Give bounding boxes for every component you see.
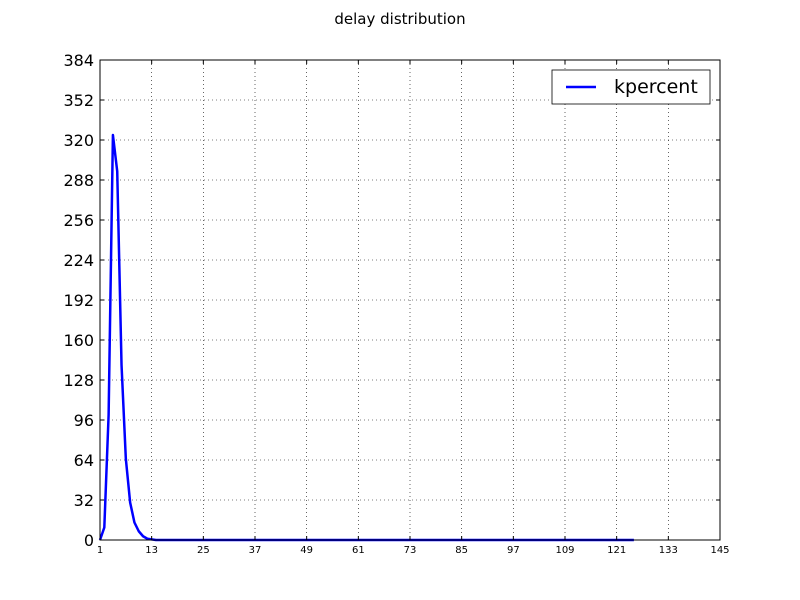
y-tick-label: 192 [63, 291, 94, 310]
y-tick-label: 320 [63, 131, 94, 150]
y-axis: 0 32 64 96 128 160 192 224 256 288 320 352 384 [63, 51, 720, 550]
legend: kpercent [551, 69, 711, 105]
x-tick-label: 25 [197, 545, 210, 556]
x-tick-label: 109 [555, 545, 574, 556]
y-tick-label: 288 [63, 171, 94, 190]
x-tick-label: 97 [507, 545, 520, 556]
x-tick-label: 13 [145, 545, 158, 556]
y-tick-label: 32 [74, 491, 94, 510]
x-tick-label: 61 [352, 545, 365, 556]
chart-title: delay distribution [334, 10, 465, 28]
y-tick-label: 0 [84, 531, 94, 550]
x-tick-label: 145 [710, 545, 729, 556]
y-tick-label: 224 [63, 251, 94, 270]
legend-label-kpercent: kpercent [614, 76, 698, 98]
x-tick-label: 73 [404, 545, 417, 556]
y-tick-label: 128 [63, 371, 94, 390]
x-tick-label: 133 [659, 545, 678, 556]
y-tick-label: 64 [74, 451, 94, 470]
y-tick-label: 352 [63, 91, 94, 110]
x-tick-label: 121 [607, 545, 626, 556]
y-tick-label: 96 [74, 411, 94, 430]
x-tick-label: 37 [249, 545, 262, 556]
x-axis: 1 13 25 37 49 61 73 85 97 109 121 133 145 [97, 60, 730, 556]
x-tick-label: 85 [455, 545, 468, 556]
x-tick-label: 49 [300, 545, 313, 556]
grid [100, 60, 720, 540]
y-tick-label: 256 [63, 211, 94, 230]
y-tick-label: 384 [63, 51, 94, 70]
y-tick-label: 160 [63, 331, 94, 350]
x-tick-label: 1 [97, 545, 103, 556]
